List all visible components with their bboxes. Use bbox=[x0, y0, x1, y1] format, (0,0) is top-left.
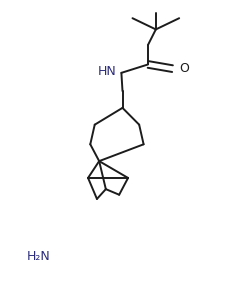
Text: HN: HN bbox=[98, 65, 117, 78]
Text: H₂N: H₂N bbox=[27, 250, 51, 263]
Text: O: O bbox=[179, 62, 189, 75]
